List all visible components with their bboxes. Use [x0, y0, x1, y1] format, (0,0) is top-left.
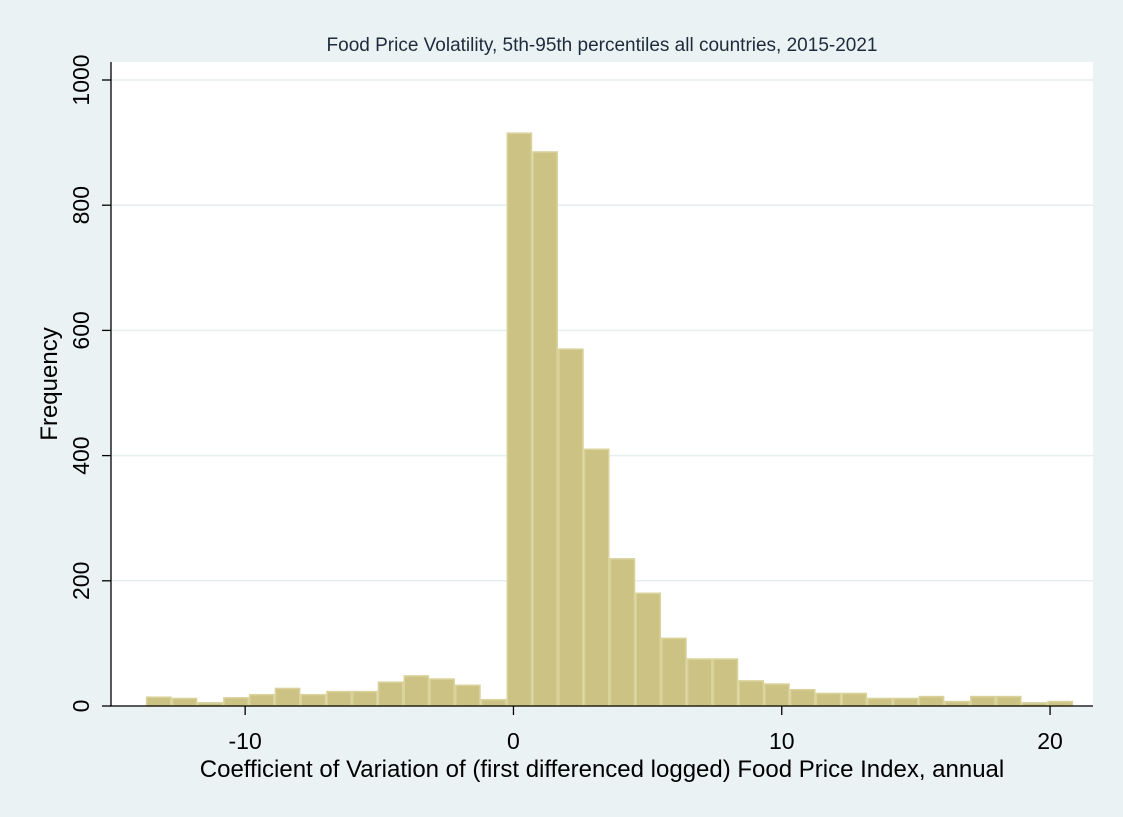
histogram-bar [764, 683, 790, 707]
histogram-bar [274, 687, 301, 707]
histogram-bar [454, 684, 481, 707]
bars [145, 132, 1074, 707]
histogram-bar [738, 680, 765, 707]
histogram-bar [867, 697, 893, 707]
x-axis-label: Coefficient of Variation of (first diffe… [200, 756, 1004, 783]
histogram-bar [918, 695, 945, 707]
y-axis-label: Frequency [36, 327, 63, 440]
histogram-bar [635, 592, 662, 707]
histogram-bar [223, 697, 249, 707]
y-tick-label: 0 [68, 700, 94, 713]
histogram-bar [815, 692, 842, 707]
y-tick-label: 1000 [68, 54, 94, 105]
histogram-bar [841, 692, 868, 707]
x-tick-label: 10 [769, 728, 795, 754]
axes [110, 62, 1093, 707]
histogram-bar [557, 348, 584, 707]
histogram-bar [248, 693, 275, 707]
histogram-bar [686, 658, 713, 707]
histogram-bar [506, 132, 533, 707]
histogram-bar [944, 700, 971, 707]
histogram-bar [480, 698, 507, 707]
histogram-bar [351, 690, 378, 707]
histogram-bar [403, 675, 430, 707]
histogram-bar [995, 695, 1022, 707]
histogram-bar [609, 558, 636, 707]
histogram-bar [789, 688, 816, 707]
histogram-bar [145, 696, 172, 707]
histogram-bar [326, 690, 352, 707]
histogram-bar [583, 448, 610, 707]
y-tick-label: 200 [68, 562, 94, 600]
y-tick-label: 400 [68, 436, 94, 474]
x-tick-label: 0 [507, 728, 520, 754]
histogram-bar [300, 693, 327, 707]
histogram-bar [712, 658, 739, 707]
histogram-bar [377, 681, 404, 707]
histogram-bar [532, 151, 558, 707]
y-tick-label: 800 [68, 186, 94, 224]
x-tick-label: 20 [1037, 728, 1063, 754]
y-ticks: 0 200 400 600 800 1000 [68, 54, 111, 712]
histogram-bar [171, 697, 198, 707]
histogram-bar [661, 637, 687, 707]
histogram-bar [1047, 700, 1074, 707]
x-tick-label: -10 [229, 728, 262, 754]
histogram-bar [892, 697, 919, 707]
x-ticks: -10 0 10 20 [229, 706, 1063, 754]
histogram-bar [429, 678, 455, 707]
histogram-bar [970, 695, 996, 707]
y-tick-label: 600 [68, 311, 94, 349]
chart-title: Food Price Volatility, 5th-95th percenti… [327, 35, 878, 56]
